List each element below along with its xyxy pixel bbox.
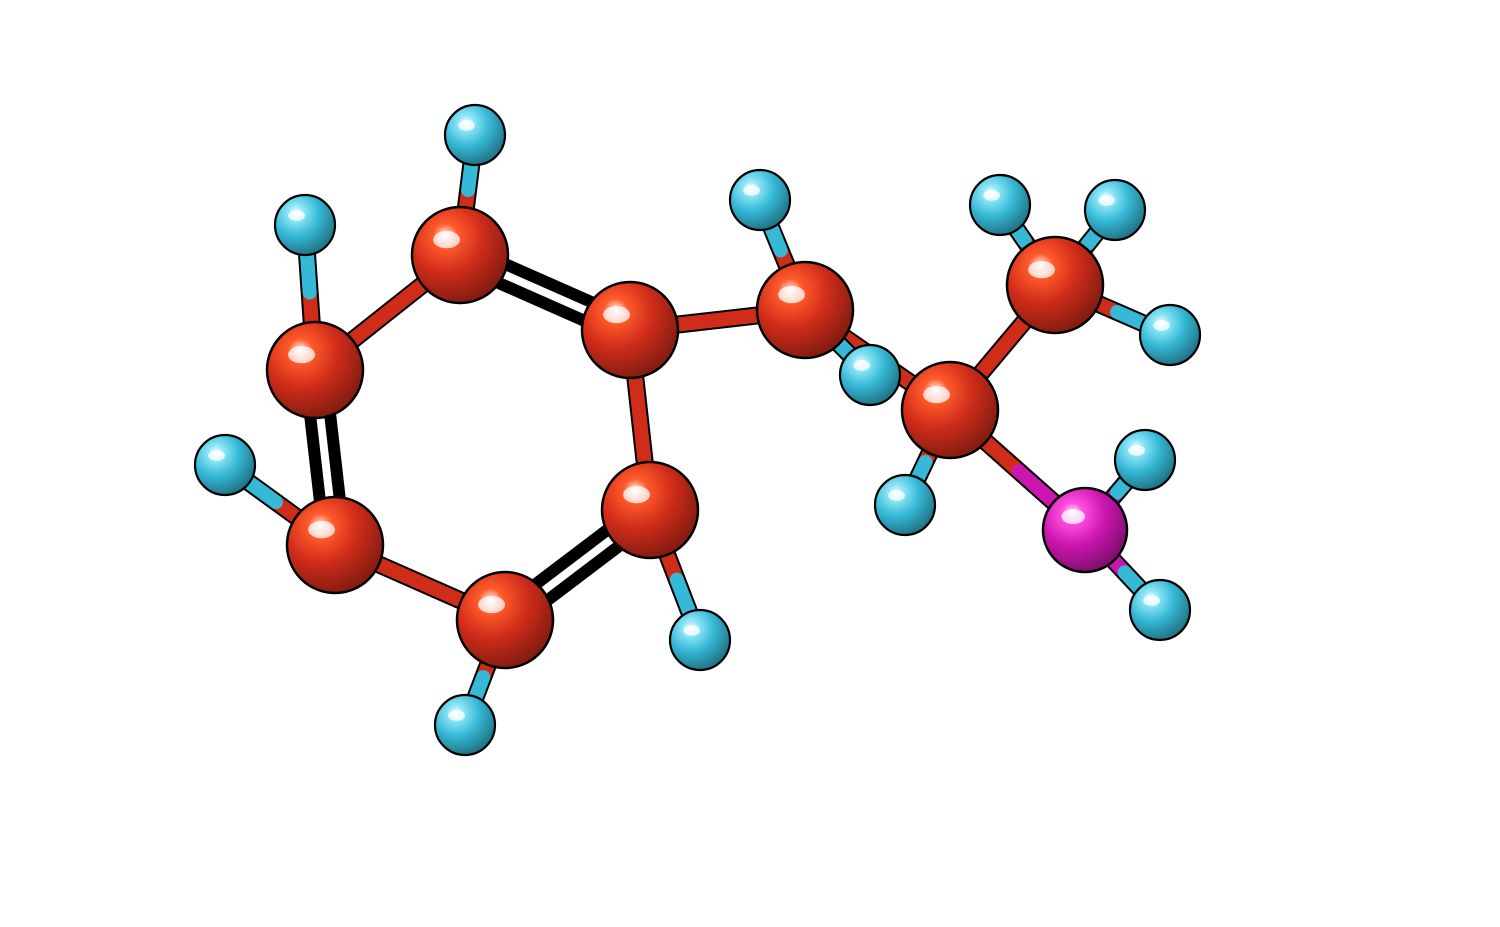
atoms-layer [195,105,1200,755]
atom-h [445,105,505,165]
molecule-diagram [0,0,1500,927]
atom-c [287,497,383,593]
atom-c [267,322,363,418]
atom-h [730,170,790,230]
atom-h [970,175,1030,235]
atom-c [412,207,508,303]
atom-c [582,282,678,378]
atom-c [457,572,553,668]
atom-n [1043,488,1127,572]
atom-h [875,475,935,535]
atom-h [1085,180,1145,240]
atom-c [602,462,698,558]
atom-c [757,262,853,358]
atom-h [435,695,495,755]
atom-c [1007,237,1103,333]
atom-h [1130,580,1190,640]
atom-h [275,195,335,255]
atom-h [670,610,730,670]
atom-h [840,345,900,405]
atom-h [1140,305,1200,365]
atom-h [1115,430,1175,490]
atom-c [902,362,998,458]
atom-h [195,435,255,495]
